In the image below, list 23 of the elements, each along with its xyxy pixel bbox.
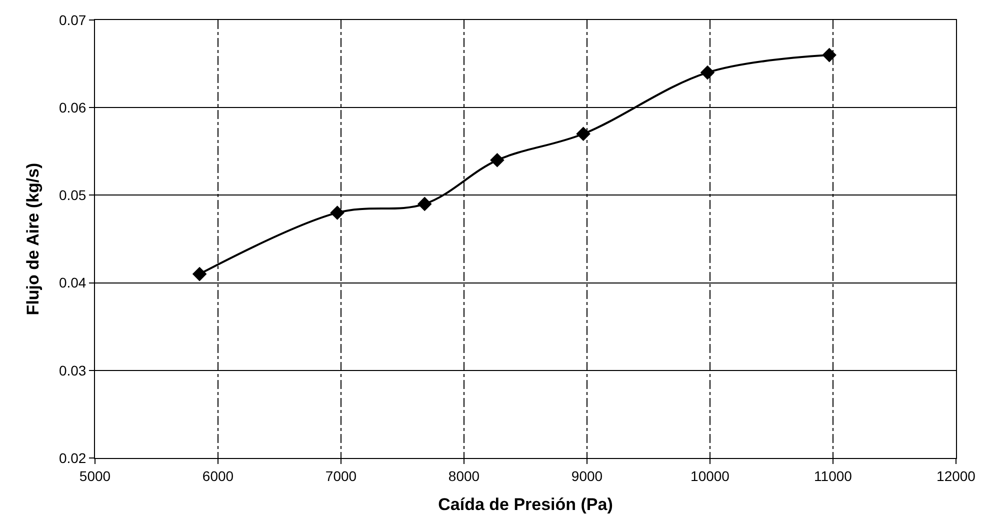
y-tick-label: 0.07: [58, 12, 86, 28]
point: [700, 65, 715, 80]
point: [330, 206, 344, 220]
x-tick-label: 8000: [448, 468, 480, 484]
y-tick-label: 0.05: [58, 187, 86, 204]
y-tick-label: 0.03: [58, 362, 86, 378]
point: [490, 153, 504, 168]
point: [192, 266, 207, 282]
point: [822, 48, 836, 62]
x-tick-label: 10000: [690, 468, 730, 484]
y-tick-label: 0.06: [58, 100, 86, 116]
point: [576, 126, 590, 142]
x-axis-title: Caída de Presión (Pa): [438, 495, 613, 514]
point: [417, 196, 432, 212]
x-tick-label: 7000: [325, 468, 357, 484]
y-axis-title: Flujo de Aire (kg/s): [24, 162, 42, 316]
x-tick-label: 11000: [814, 468, 852, 484]
y-tick-label: 0.04: [58, 274, 86, 291]
y-tick-label: 0.02: [58, 450, 86, 466]
x-tick-label: 5000: [79, 468, 111, 484]
x-tick-label: 6000: [202, 468, 234, 484]
x-tick-label: 12000: [936, 468, 976, 484]
x-tick-label: 9000: [571, 468, 603, 484]
